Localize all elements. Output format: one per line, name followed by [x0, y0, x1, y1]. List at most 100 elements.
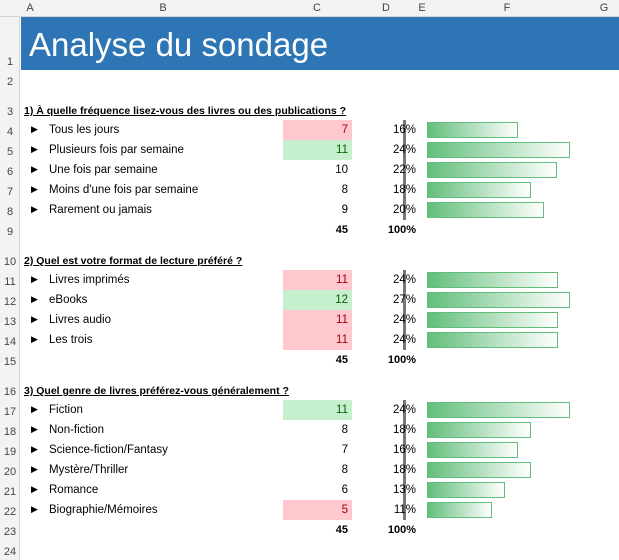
answer-label: Une fois par semaine [49, 164, 158, 176]
answer-count[interactable]: 11 [283, 310, 352, 330]
table-row[interactable]: ▶ Science-fiction/Fantasy 7 16% [21, 440, 619, 460]
row-header[interactable]: 20 [3, 466, 17, 478]
table-row[interactable]: ▶ Moins d'une fois par semaine 8 18% [21, 180, 619, 200]
row-header[interactable]: 15 [3, 356, 17, 368]
answer-label: Plusieurs fois par semaine [49, 144, 184, 156]
row-header[interactable]: 8 [6, 206, 14, 218]
sheet-title[interactable]: Analyse du sondage [21, 17, 619, 70]
row-header[interactable]: 10 [3, 256, 17, 268]
table-row[interactable]: ▶ Mystère/Thriller 8 18% [21, 460, 619, 480]
row-header[interactable]: 5 [6, 146, 14, 158]
row-header[interactable]: 2 [6, 76, 14, 88]
total-percent[interactable]: 100% [387, 224, 416, 236]
table-row[interactable]: ▶ Livres imprimés 11 24% [21, 270, 619, 290]
answer-label: Livres imprimés [49, 274, 130, 286]
row-header[interactable]: 13 [3, 316, 17, 328]
column-header-F[interactable]: F [503, 2, 511, 14]
answer-count[interactable]: 8 [341, 424, 348, 436]
answer-percent[interactable]: 18% [392, 464, 416, 476]
answer-percent[interactable]: 24% [392, 274, 416, 286]
row-header[interactable]: 23 [3, 526, 17, 538]
row-header[interactable]: 19 [3, 446, 17, 458]
row-header[interactable]: 4 [6, 126, 14, 138]
answer-count[interactable]: 8 [341, 464, 348, 476]
answer-count[interactable]: 8 [341, 184, 348, 196]
arrow-bullet-icon: ▶ [31, 484, 38, 494]
arrow-bullet-icon: ▶ [31, 334, 38, 344]
answer-percent[interactable]: 24% [392, 334, 416, 346]
answer-percent[interactable]: 20% [392, 204, 416, 216]
row-header[interactable]: 24 [3, 546, 17, 558]
row-header[interactable]: 9 [6, 226, 14, 238]
answer-count[interactable]: 6 [341, 484, 348, 496]
column-header-E[interactable]: E [418, 2, 426, 14]
answer-percent[interactable]: 18% [392, 184, 416, 196]
table-row[interactable]: ▶ Rarement ou jamais 9 20% [21, 200, 619, 220]
row-header[interactable]: 22 [3, 506, 17, 518]
table-row[interactable]: ▶ Plusieurs fois par semaine 11 24% [21, 140, 619, 160]
data-bar [427, 312, 559, 328]
total-count[interactable]: 45 [335, 524, 348, 536]
answer-percent[interactable]: 16% [392, 444, 416, 456]
total-percent[interactable]: 100% [387, 524, 416, 536]
answer-count[interactable]: 7 [341, 444, 348, 456]
table-row[interactable]: ▶ Livres audio 11 24% [21, 310, 619, 330]
answer-percent[interactable]: 24% [392, 144, 416, 156]
row-header[interactable]: 16 [3, 386, 17, 398]
row-header[interactable]: 21 [3, 486, 17, 498]
total-percent[interactable]: 100% [387, 354, 416, 366]
data-bar [427, 202, 544, 218]
answer-percent[interactable]: 11% [393, 504, 416, 516]
answer-count[interactable]: 7 [283, 120, 352, 140]
answer-percent[interactable]: 13% [392, 484, 416, 496]
column-header-G[interactable]: G [599, 2, 609, 14]
table-row[interactable]: ▶ Romance 6 13% [21, 480, 619, 500]
column-header-A[interactable]: A [26, 2, 34, 14]
answer-percent[interactable]: 18% [392, 424, 416, 436]
answer-count[interactable]: 11 [283, 400, 352, 420]
answer-label: Non-fiction [49, 424, 104, 436]
row-header[interactable]: 12 [3, 296, 17, 308]
table-row[interactable]: ▶ Les trois 11 24% [21, 330, 619, 350]
row-header[interactable]: 1 [6, 56, 14, 68]
answer-count[interactable]: 5 [283, 500, 352, 520]
total-count[interactable]: 45 [335, 354, 348, 366]
row-header[interactable]: 11 [4, 276, 16, 288]
databar-axis [403, 270, 406, 350]
table-row[interactable]: ▶ Biographie/Mémoires 5 11% [21, 500, 619, 520]
answer-percent[interactable]: 24% [392, 314, 416, 326]
row-header[interactable]: 14 [3, 336, 17, 348]
answer-percent[interactable]: 24% [392, 404, 416, 416]
column-header-B[interactable]: B [159, 2, 167, 14]
answer-count[interactable]: 12 [283, 290, 352, 310]
answer-percent[interactable]: 16% [392, 124, 416, 136]
answer-count[interactable]: 11 [283, 140, 352, 160]
answer-count[interactable]: 11 [283, 330, 352, 350]
total-count[interactable]: 45 [335, 224, 348, 236]
column-header-C[interactable]: C [313, 2, 321, 14]
table-row[interactable]: ▶ Tous les jours 7 16% [21, 120, 619, 140]
answer-label: Tous les jours [49, 124, 120, 136]
arrow-bullet-icon: ▶ [31, 294, 38, 304]
row-header[interactable]: 17 [3, 406, 17, 418]
row-header[interactable]: 3 [6, 106, 14, 118]
table-row[interactable]: ▶ Non-fiction 8 18% [21, 420, 619, 440]
table-row[interactable]: ▶ Une fois par semaine 10 22% [21, 160, 619, 180]
column-header-D[interactable]: D [382, 2, 390, 14]
arrow-bullet-icon: ▶ [31, 184, 38, 194]
column-headers: A B C D E F G [0, 0, 619, 17]
table-row[interactable]: ▶ Fiction 11 24% [21, 400, 619, 420]
answer-label: Mystère/Thriller [49, 464, 129, 476]
row-header[interactable]: 6 [6, 166, 14, 178]
answer-percent[interactable]: 27% [392, 294, 416, 306]
arrow-bullet-icon: ▶ [31, 504, 38, 514]
table-row[interactable]: ▶ eBooks 12 27% [21, 290, 619, 310]
answer-percent[interactable]: 22% [392, 164, 416, 176]
data-bar [427, 122, 518, 138]
row-header[interactable]: 7 [6, 186, 14, 198]
answer-count[interactable]: 9 [341, 204, 348, 216]
row-header[interactable]: 18 [3, 426, 17, 438]
answer-count[interactable]: 11 [283, 270, 352, 290]
answer-count[interactable]: 10 [335, 164, 348, 176]
answer-label: Moins d'une fois par semaine [49, 184, 199, 196]
